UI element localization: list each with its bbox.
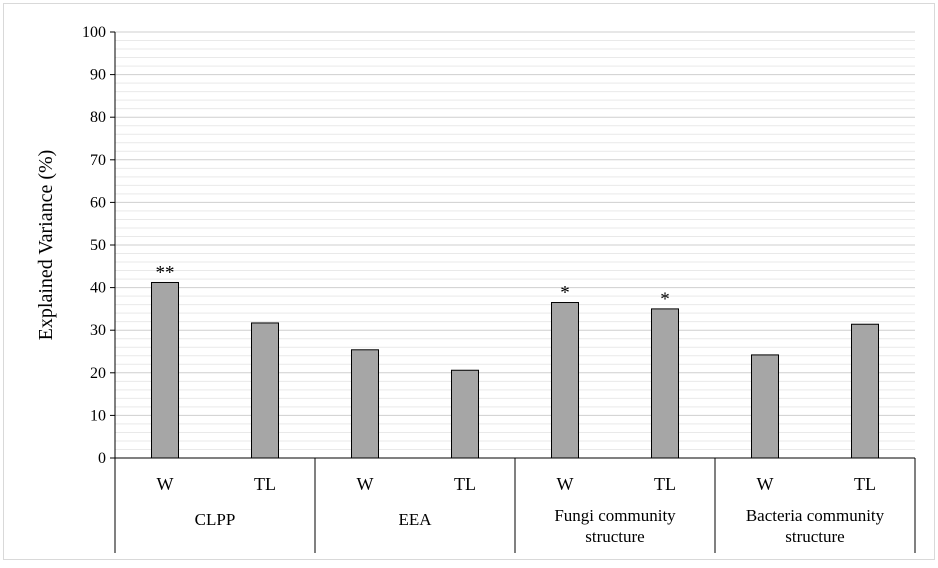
x-category-label: W <box>157 474 174 494</box>
y-tick-label: 80 <box>90 109 106 126</box>
x-group-label: EEA <box>398 510 432 529</box>
y-tick-label: 100 <box>82 24 106 41</box>
bar <box>651 308 679 459</box>
chart-border <box>3 3 935 560</box>
significance-label: ** <box>156 262 175 283</box>
y-tick-label: 40 <box>90 280 106 297</box>
significance-label: * <box>660 289 670 310</box>
y-tick-label: 0 <box>98 450 106 467</box>
bar <box>851 323 879 459</box>
bar <box>451 369 479 459</box>
bars: *** * <box>151 262 879 459</box>
x-category-label: TL <box>254 474 276 494</box>
x-category-label: TL <box>454 474 476 494</box>
axes: 0 10 20 30 40 50 60 70 80 90 100 W TL CLPP W TL EEA W TL Fu… <box>82 24 916 553</box>
y-tick-label: 50 <box>90 237 106 254</box>
y-tick-label: 90 <box>90 67 106 84</box>
x-group-label: CLPP <box>195 510 236 529</box>
bar <box>151 281 179 459</box>
y-tick-label: 30 <box>90 322 106 339</box>
x-category-label: W <box>357 474 374 494</box>
y-tick-label: 70 <box>90 152 106 169</box>
x-category-label: TL <box>654 474 676 494</box>
bar <box>551 302 579 459</box>
significance-label: * <box>560 283 570 304</box>
bar <box>251 322 279 459</box>
y-tick-label: 20 <box>90 365 106 382</box>
x-category-label: W <box>557 474 574 494</box>
x-group-label: structure <box>585 527 644 546</box>
x-group-label: Bacteria community <box>746 506 885 525</box>
x-group-label: Fungi community <box>554 506 676 525</box>
y-axis-label: Explained Variance (%) <box>35 150 57 341</box>
x-category-label: TL <box>854 474 876 494</box>
y-tick-label: 60 <box>90 194 106 211</box>
x-group-label: structure <box>785 527 844 546</box>
x-category-label: W <box>757 474 774 494</box>
y-tick-label: 10 <box>90 407 106 424</box>
bar <box>351 349 379 459</box>
bar <box>751 354 779 459</box>
